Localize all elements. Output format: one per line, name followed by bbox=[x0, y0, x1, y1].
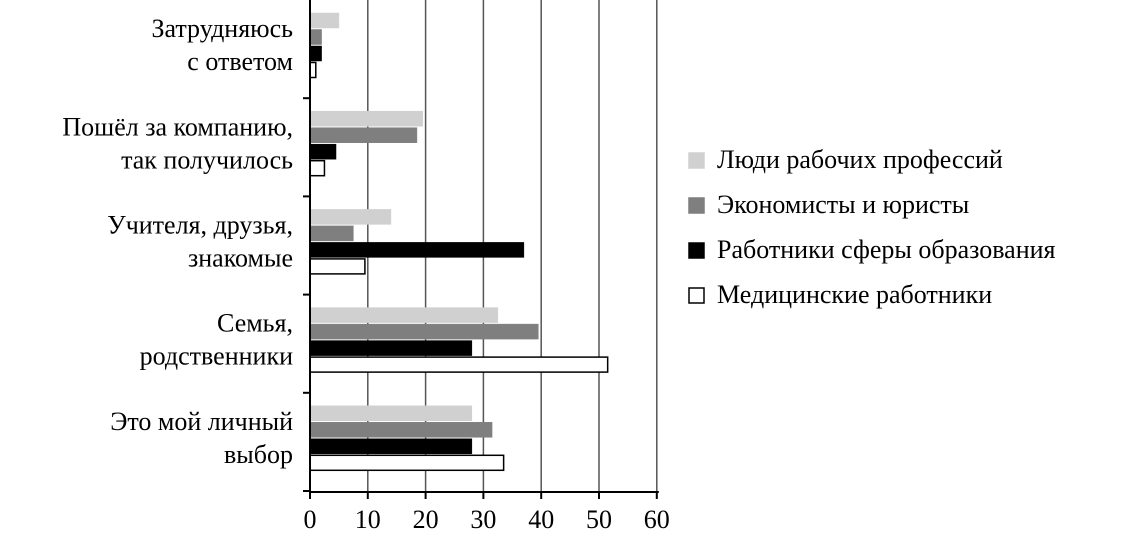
bar-1-3 bbox=[309, 159, 326, 177]
bar-1-2 bbox=[309, 143, 337, 160]
axes bbox=[303, 0, 659, 499]
bar-2-0 bbox=[309, 209, 392, 225]
legend-label-3: Медицинские работники bbox=[717, 280, 992, 309]
category-label-0-0: Затрудняюсь bbox=[151, 14, 293, 43]
legend: Люди рабочих профессий Экономисты и юрист… bbox=[688, 145, 1056, 309]
category-label-1-1: так получилось bbox=[121, 145, 293, 174]
tick-label-60: 60 bbox=[644, 505, 670, 534]
category-label-2-0: Учителя, друзья, bbox=[107, 211, 293, 240]
bar-2-1 bbox=[309, 225, 354, 242]
bar-0-0 bbox=[309, 12, 340, 29]
bar-3-0 bbox=[309, 307, 499, 323]
category-label-4-1: выбор bbox=[224, 440, 293, 469]
bar-0-2 bbox=[309, 45, 322, 62]
legend-swatch-3 bbox=[688, 287, 705, 304]
bar-1-1 bbox=[309, 127, 418, 143]
bar-3-2 bbox=[309, 340, 473, 356]
bar-4-0 bbox=[309, 405, 473, 422]
bar-0-1 bbox=[309, 29, 322, 45]
legend-label-1: Экономисты и юристы bbox=[717, 190, 969, 219]
bar-3-1 bbox=[309, 323, 539, 340]
tick-label-30: 30 bbox=[470, 505, 496, 534]
bar-4-1 bbox=[309, 422, 493, 438]
tick-label-50: 50 bbox=[586, 505, 612, 534]
bar-4-3 bbox=[309, 454, 505, 472]
legend-label-0: Люди рабочих профессий bbox=[717, 145, 1003, 174]
tick-labels: 0 10 20 30 40 50 60 bbox=[304, 505, 670, 534]
category-labels: Затрудняюсь с ответом Пошёл за компанию, та… bbox=[62, 14, 293, 469]
category-label-3-1: родственники bbox=[140, 342, 293, 371]
bars bbox=[309, 12, 609, 472]
tick-label-20: 20 bbox=[413, 505, 439, 534]
category-label-3-0: Семья, bbox=[217, 309, 293, 338]
legend-swatch-0 bbox=[688, 152, 705, 169]
category-label-4-0: Это мой личный bbox=[110, 407, 293, 436]
category-label-0-1: с ответом bbox=[187, 47, 293, 76]
tick-label-10: 10 bbox=[355, 505, 381, 534]
category-label-2-1: знакомые bbox=[188, 244, 293, 273]
bar-3-3 bbox=[309, 356, 609, 373]
legend-swatch-2 bbox=[688, 242, 705, 259]
legend-label-2: Работники сферы образования bbox=[717, 235, 1056, 264]
legend-swatch-1 bbox=[688, 197, 705, 214]
bar-2-2 bbox=[309, 242, 525, 258]
bar-2-3 bbox=[309, 258, 366, 275]
tick-label-40: 40 bbox=[528, 505, 554, 534]
bar-1-0 bbox=[309, 110, 423, 127]
category-label-1-0: Пошёл за компанию, bbox=[62, 112, 293, 141]
bar-4-2 bbox=[309, 438, 473, 455]
tick-label-0: 0 bbox=[304, 505, 317, 534]
